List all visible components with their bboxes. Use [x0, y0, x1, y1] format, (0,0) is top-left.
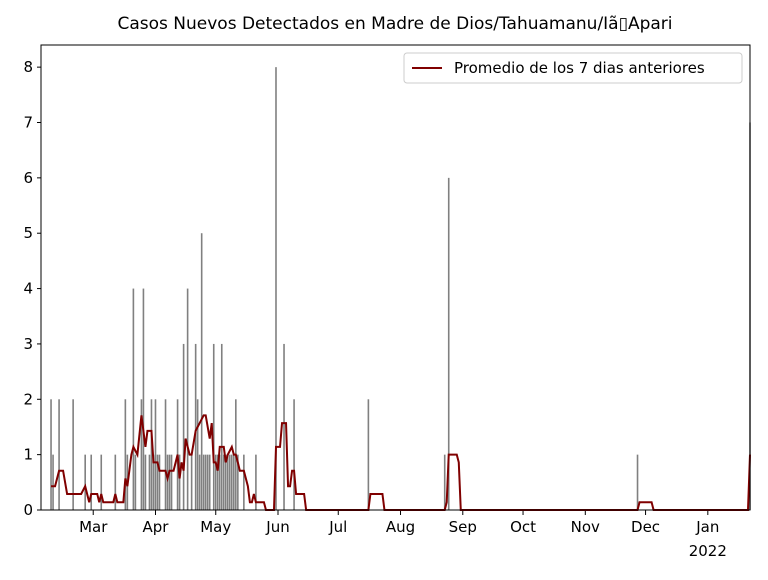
bar	[228, 454, 231, 510]
bar	[218, 454, 221, 510]
bar	[196, 399, 199, 510]
bar	[283, 343, 285, 510]
x-tick-label: Aug	[386, 518, 415, 536]
y-tick-label: 5	[23, 224, 33, 242]
bar	[202, 454, 205, 510]
bar	[168, 454, 171, 510]
bar	[150, 399, 153, 510]
x-tick-label: May	[200, 518, 231, 536]
bar	[222, 454, 225, 510]
y-tick-label: 1	[23, 446, 33, 464]
bar	[190, 454, 193, 510]
bar	[90, 454, 93, 510]
x-tick-label: Dec	[631, 518, 660, 536]
y-tick-label: 8	[23, 58, 33, 76]
y-tick-label: 0	[23, 501, 33, 519]
bar	[233, 454, 235, 510]
bar	[231, 454, 233, 510]
bar	[124, 399, 127, 510]
x-tick-label: Oct	[510, 518, 536, 536]
bar	[100, 454, 103, 510]
bar	[206, 454, 209, 510]
bar	[216, 454, 219, 510]
bar	[237, 454, 239, 510]
bar	[164, 399, 167, 510]
bar	[293, 399, 295, 510]
bar	[214, 454, 217, 510]
bar	[72, 399, 74, 510]
bar	[243, 454, 245, 510]
bar	[152, 454, 155, 510]
y-tick-label: 3	[23, 335, 33, 353]
x-tick-label: Nov	[571, 518, 600, 536]
bar	[148, 454, 151, 510]
x-offset-label: 2022	[689, 542, 727, 560]
bar	[186, 288, 189, 510]
chart-title: Casos Nuevos Detectados en Madre de Dios…	[117, 14, 672, 34]
x-tick-label: Jun	[265, 518, 289, 536]
x-tick-label: Jan	[695, 518, 719, 536]
bar	[255, 454, 257, 510]
bar	[204, 454, 207, 510]
bar	[224, 454, 227, 510]
bar	[156, 454, 159, 510]
bar	[226, 454, 229, 510]
legend-label: Promedio de los 7 dias anteriores	[454, 59, 705, 77]
y-tick-label: 7	[23, 114, 33, 132]
bar	[198, 454, 201, 510]
bar	[636, 454, 639, 510]
bar	[447, 177, 450, 510]
bar	[182, 343, 185, 510]
plot-frame	[40, 44, 751, 511]
bar	[220, 343, 223, 510]
bar	[114, 454, 117, 510]
bar	[52, 454, 54, 510]
x-tick-label: Mar	[79, 518, 108, 536]
bar	[154, 399, 157, 510]
x-tick-label: Sep	[449, 518, 477, 536]
bar	[58, 399, 60, 510]
y-tick-label: 6	[23, 169, 33, 187]
bar	[158, 454, 161, 510]
bar	[84, 454, 86, 510]
bar	[178, 454, 181, 510]
y-tick-label: 2	[23, 390, 33, 408]
bar	[212, 343, 215, 510]
bar	[194, 343, 197, 510]
x-tick-label: Apr	[143, 518, 170, 536]
bar	[134, 454, 137, 510]
bar	[142, 288, 145, 510]
bar	[208, 454, 211, 510]
bar	[144, 454, 147, 510]
bar	[275, 67, 277, 511]
bar	[132, 288, 135, 510]
bar	[50, 399, 52, 510]
y-tick-label: 4	[23, 280, 33, 298]
bar	[443, 454, 446, 510]
x-tick-label: Jul	[328, 518, 347, 536]
bar	[367, 399, 370, 510]
legend-box	[403, 52, 743, 84]
bar	[140, 399, 143, 510]
bar	[200, 233, 203, 510]
bar	[170, 454, 173, 510]
